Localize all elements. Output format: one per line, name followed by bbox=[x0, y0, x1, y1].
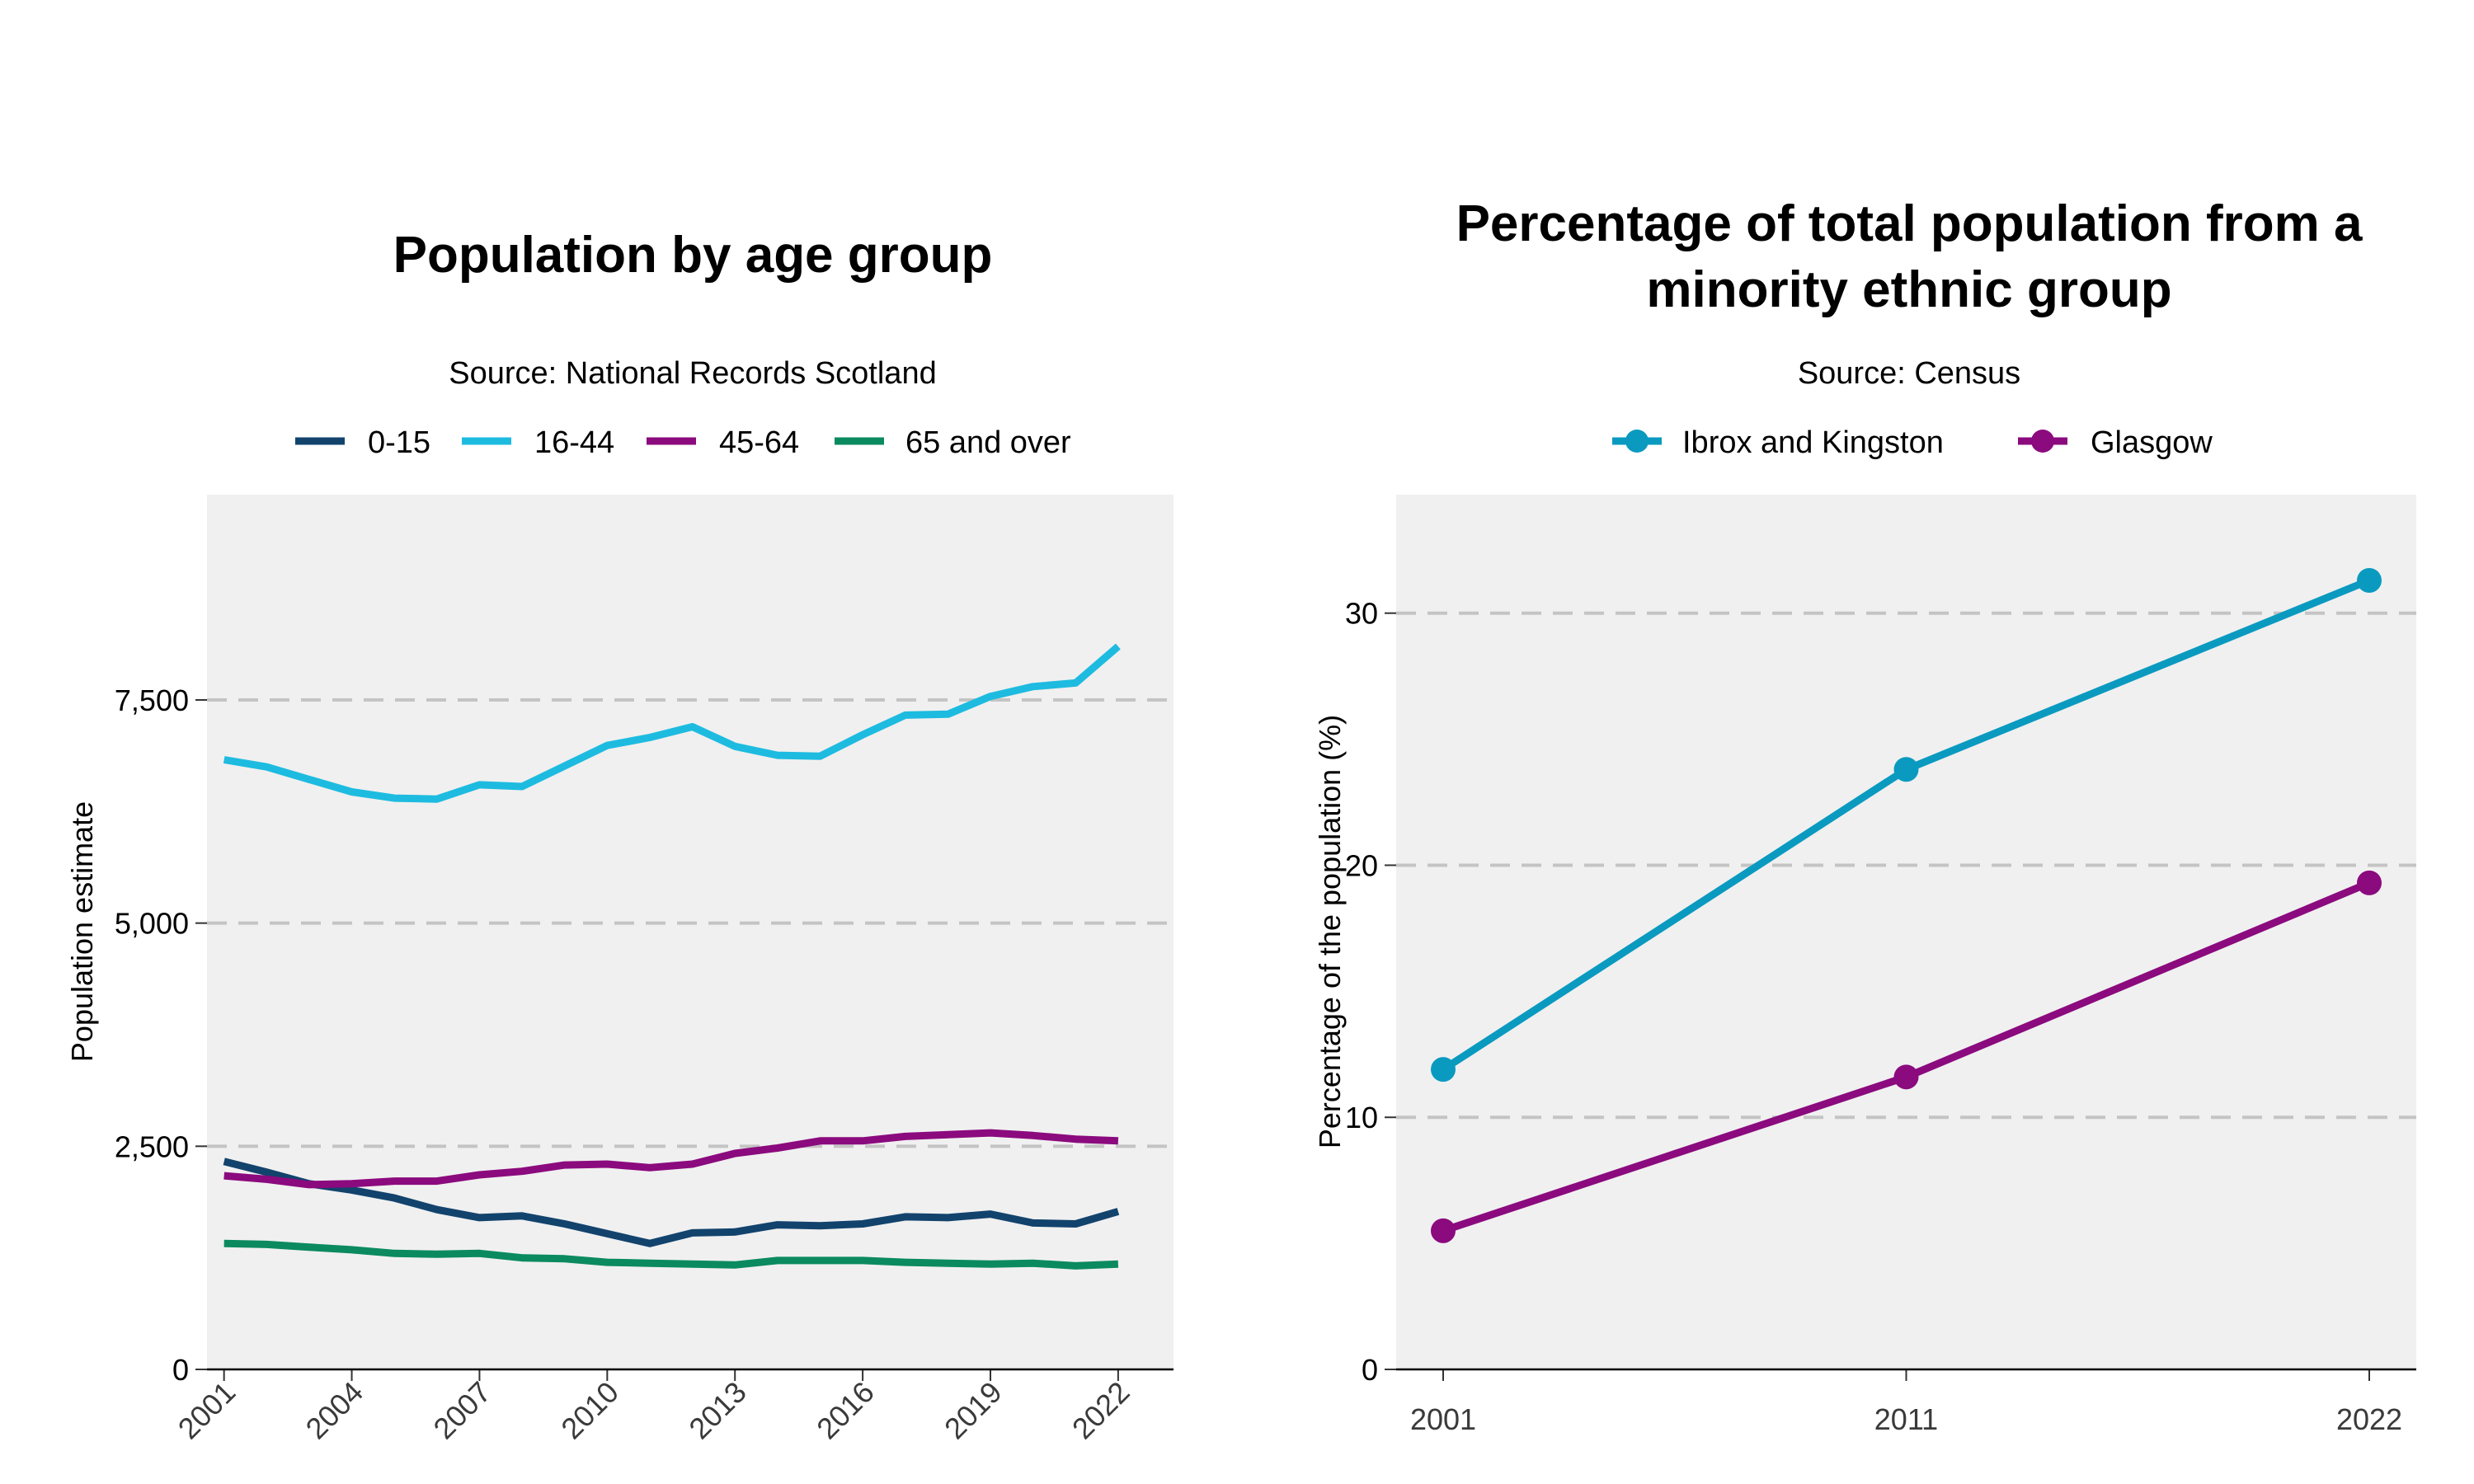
gridlines bbox=[1385, 611, 2416, 1381]
series-line-45-64 bbox=[223, 1129, 1119, 1189]
data-point bbox=[1893, 1064, 1919, 1090]
y-tick-label: 0 bbox=[172, 1353, 189, 1387]
chart-title-line-1: Percentage of total population from a bbox=[1456, 195, 2363, 252]
chart-title: Population by age group bbox=[393, 227, 993, 284]
chart-age-group: Population by age group Source: National… bbox=[65, 227, 1174, 1445]
chart-subtitle: Source: National Records Scotland bbox=[449, 356, 936, 391]
legend-marker bbox=[2031, 430, 2054, 453]
y-axis: 0 2,500 5,000 7,500 bbox=[115, 683, 189, 1387]
y-tick-label: 7,500 bbox=[115, 683, 189, 717]
data-point bbox=[1431, 1218, 1456, 1243]
legend: Ibrox and Kingston Glasgow bbox=[1612, 425, 2213, 460]
y-tick-label: 2,500 bbox=[115, 1129, 189, 1163]
y-tick-label: 10 bbox=[1345, 1101, 1378, 1134]
y-axis-title: Population estimate bbox=[65, 801, 99, 1062]
chart-minority-ethnic: Percentage of total population from a mi… bbox=[1313, 195, 2416, 1436]
x-tick-label: 2013 bbox=[682, 1375, 753, 1446]
x-tick-label: 2016 bbox=[810, 1375, 881, 1446]
chart-title-line-2: minority ethnic group bbox=[1646, 261, 2171, 318]
series-line-65-and-over bbox=[223, 1239, 1119, 1270]
data-point bbox=[1431, 1057, 1456, 1082]
x-tick-label: 2011 bbox=[1874, 1402, 1938, 1436]
chart-subtitle: Source: Census bbox=[1798, 356, 2020, 391]
y-tick-label: 5,000 bbox=[115, 907, 189, 941]
plot-panel bbox=[207, 495, 1174, 1369]
x-tick-label: 2019 bbox=[938, 1375, 1009, 1446]
legend-label: Glasgow bbox=[2091, 425, 2213, 460]
x-tick-label: 2022 bbox=[1065, 1375, 1136, 1446]
series-line-0-15 bbox=[223, 1158, 1120, 1247]
y-tick-label: 20 bbox=[1345, 848, 1378, 882]
data-point bbox=[2357, 870, 2382, 895]
x-tick-label: 2007 bbox=[426, 1375, 497, 1446]
series-line-16-44 bbox=[223, 643, 1121, 803]
x-axis: 2001 2011 2022 bbox=[1410, 1402, 2402, 1436]
x-tick-label: 2004 bbox=[299, 1375, 370, 1446]
legend-label: 65 and over bbox=[905, 425, 1071, 460]
x-axis: 2001 2004 2007 2010 2013 2016 2019 2022 bbox=[172, 1375, 1136, 1446]
x-tick-label: 2010 bbox=[554, 1375, 625, 1446]
legend-label: 45-64 bbox=[719, 425, 799, 460]
legend-label: 16-44 bbox=[534, 425, 614, 460]
data-point bbox=[2357, 567, 2382, 593]
x-tick-label: 2001 bbox=[1410, 1402, 1476, 1436]
y-tick-label: 0 bbox=[1362, 1353, 1378, 1387]
x-tick-label: 2022 bbox=[2336, 1402, 2402, 1436]
data-point bbox=[1893, 757, 1919, 782]
series-group bbox=[1431, 567, 2382, 1243]
y-axis: 0 10 20 30 bbox=[1345, 597, 1378, 1387]
y-axis-title: Percentage of the population (%) bbox=[1313, 715, 1347, 1148]
legend-label: Ibrox and Kingston bbox=[1682, 425, 1944, 460]
series-group bbox=[223, 643, 1121, 1270]
legend: 0-15 16-44 45-64 65 and over bbox=[295, 425, 1071, 460]
y-tick-label: 30 bbox=[1345, 597, 1378, 631]
gridlines bbox=[195, 698, 1174, 1381]
legend-label: 0-15 bbox=[368, 425, 430, 460]
legend-marker bbox=[1625, 430, 1649, 453]
